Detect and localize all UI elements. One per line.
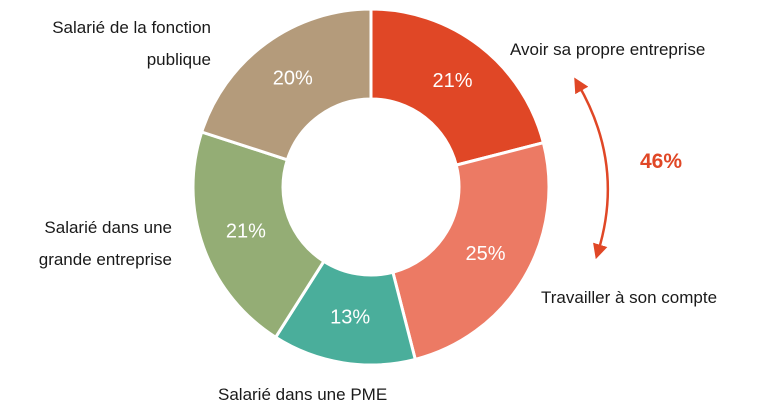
category-label: Avoir sa propre entreprise <box>510 40 706 59</box>
donut-slice <box>369 7 546 167</box>
annotation: 46% <box>640 150 682 173</box>
donut-slice <box>199 7 373 162</box>
category-label: Travailler à son compte <box>541 288 718 307</box>
value-label: 21% <box>433 70 473 92</box>
category-label: Salarié dans une PME <box>218 385 388 404</box>
category-label: Salarié dans une grande entreprise <box>38 218 172 269</box>
value-label: 13% <box>330 307 370 329</box>
donut-slice <box>191 130 326 340</box>
annotation-arrow <box>574 77 610 260</box>
donut-slice <box>391 140 551 362</box>
value-label: 21% <box>226 220 266 242</box>
value-label: 20% <box>273 68 313 90</box>
value-label: 25% <box>465 243 505 265</box>
category-label: Salarié de la fonction publique <box>52 18 211 69</box>
